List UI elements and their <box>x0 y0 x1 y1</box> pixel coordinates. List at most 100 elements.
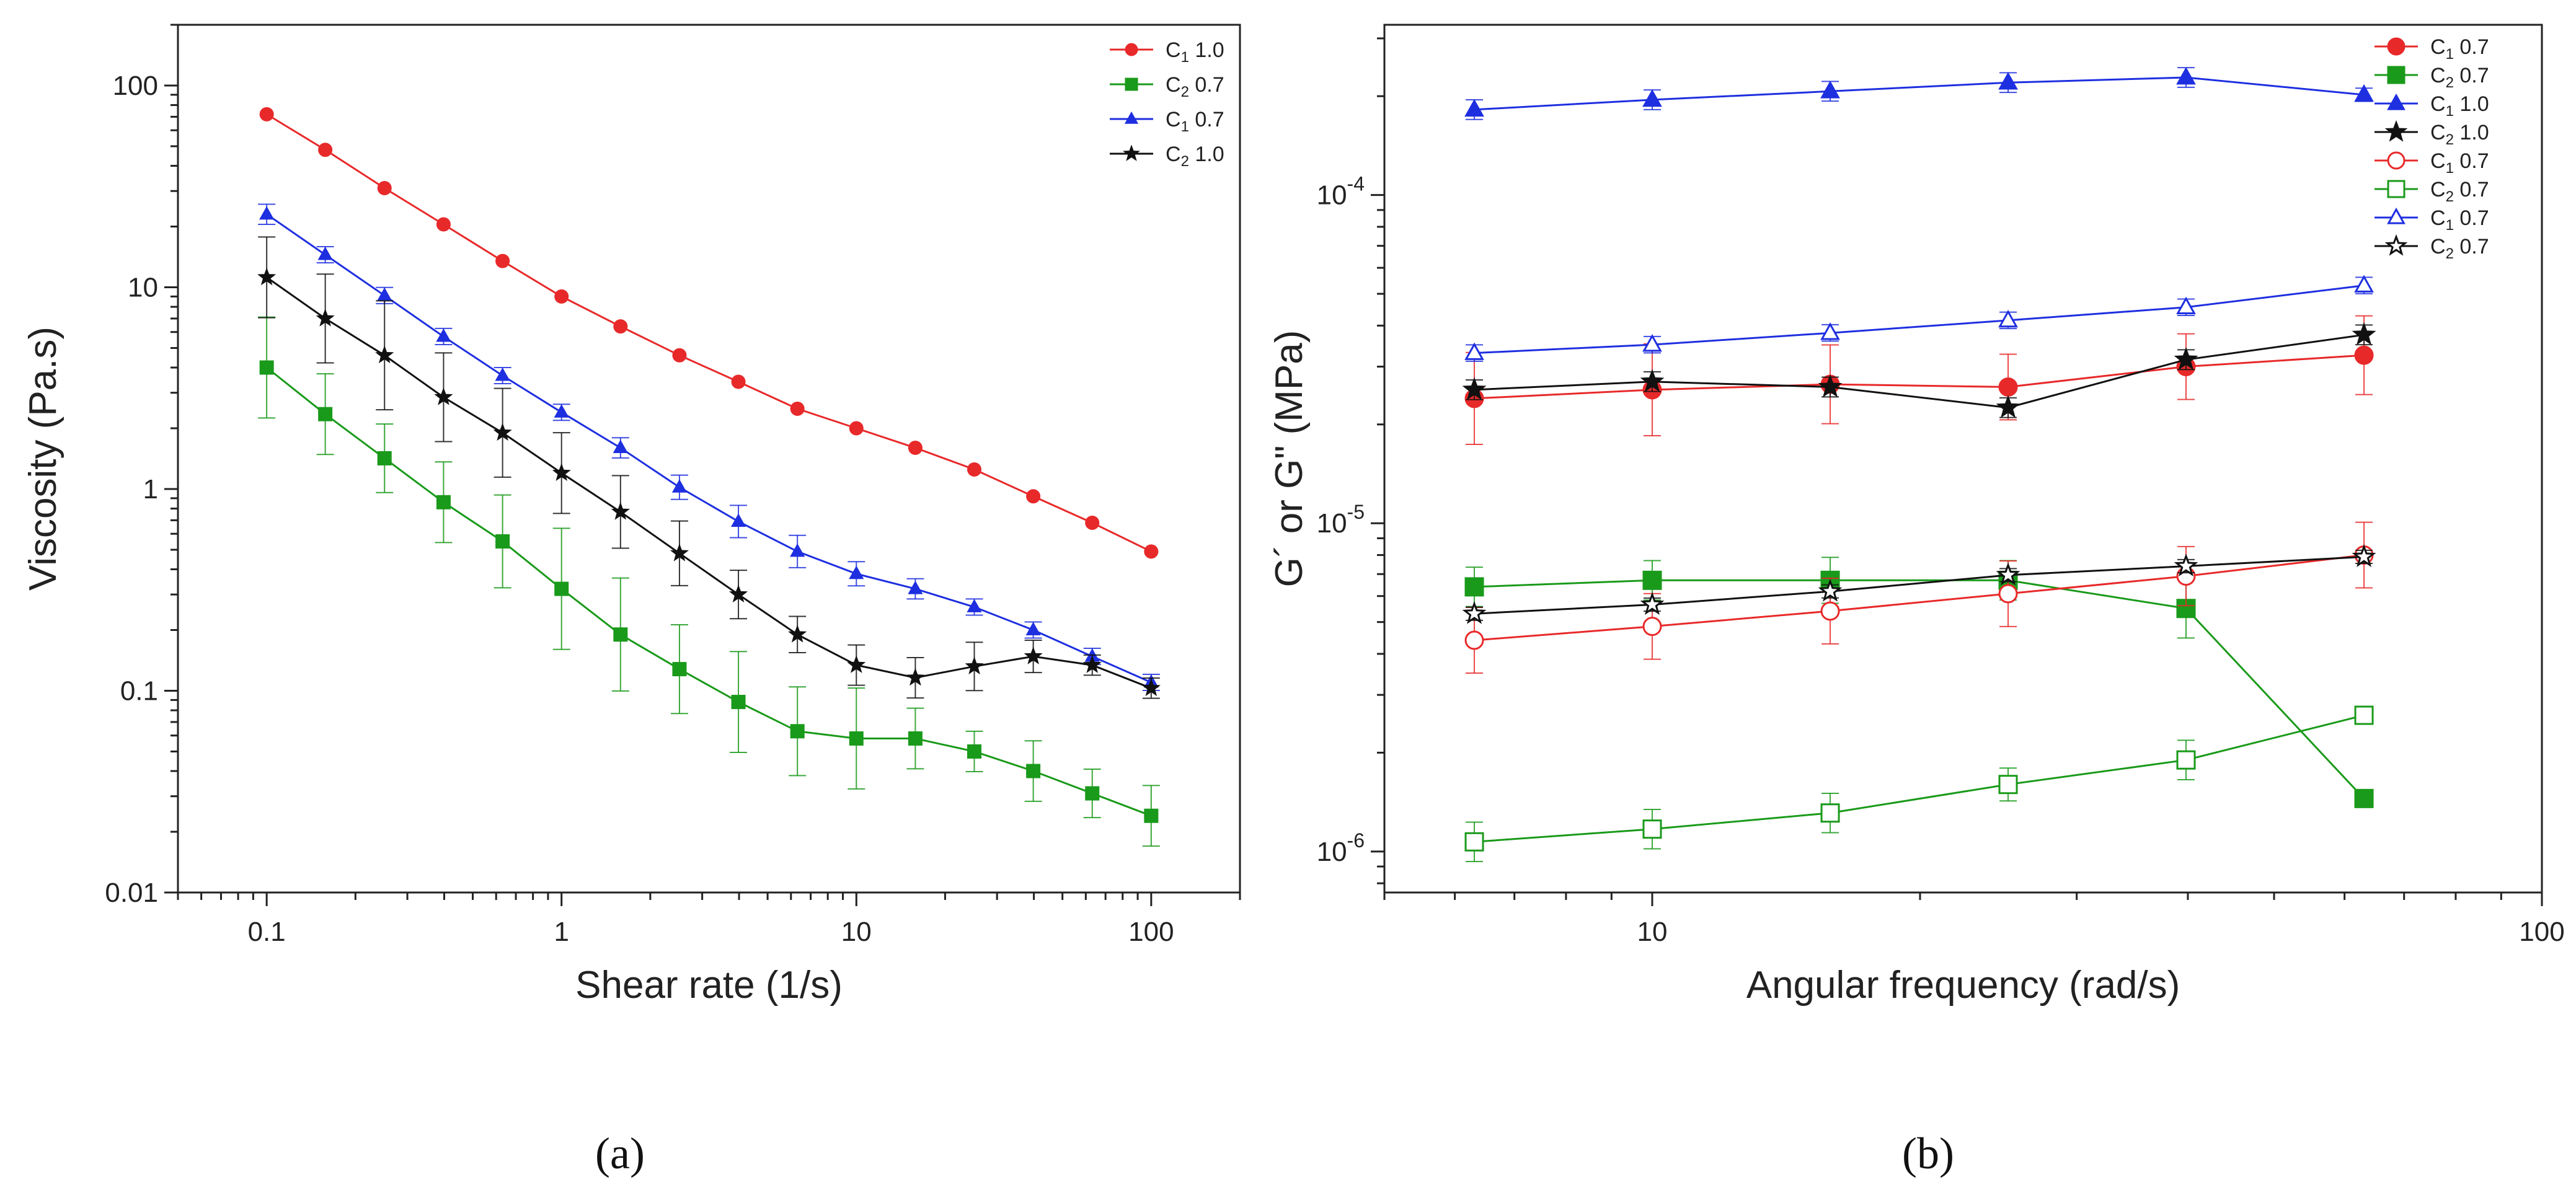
data-point <box>613 319 628 334</box>
data-point <box>672 662 687 677</box>
data-point <box>1141 678 1161 697</box>
y-tick-label: 1 <box>143 474 158 505</box>
series-6 <box>1464 705 2374 863</box>
series-3 <box>258 203 1160 692</box>
data-point <box>1998 584 2018 604</box>
series-line <box>1474 555 2365 615</box>
series-4 <box>257 236 1161 699</box>
data-point <box>849 421 864 436</box>
data-point <box>1464 342 1484 360</box>
data-point <box>790 724 805 739</box>
data-point <box>1464 630 1484 650</box>
legend-marker <box>2387 180 2406 198</box>
data-point <box>1085 786 1100 801</box>
x-tick-label: 100 <box>2519 917 2564 947</box>
data-point <box>436 217 451 232</box>
data-point <box>1642 819 1662 839</box>
series-7 <box>1464 275 2374 362</box>
data-point <box>1820 322 1840 340</box>
y-tick-exponent: -4 <box>1347 173 1365 195</box>
plot-frame <box>1383 24 2543 894</box>
data-point <box>2354 345 2374 365</box>
data-point <box>728 584 748 603</box>
data-point <box>436 495 451 509</box>
data-point <box>849 565 864 580</box>
data-point <box>671 479 688 493</box>
data-point <box>2352 544 2376 567</box>
legend-marker <box>2387 93 2406 110</box>
data-point <box>1820 803 1840 823</box>
x-tick-label: 1 <box>554 917 569 947</box>
y-tick-base: 10 <box>1317 180 1347 211</box>
x-axis-label: Shear rate (1/s) <box>575 964 843 1007</box>
data-point <box>1818 578 1843 602</box>
data-point <box>2354 788 2374 808</box>
series-line <box>266 366 1152 817</box>
data-point <box>1818 374 1843 397</box>
data-point <box>1642 334 1662 352</box>
data-point <box>790 401 805 416</box>
legend-label: C2 0.7 <box>2430 178 2489 205</box>
y-tick-base: 10 <box>1317 837 1347 867</box>
series-line <box>266 113 1152 553</box>
legend-marker <box>1125 77 1138 91</box>
data-point <box>790 543 805 557</box>
data-point <box>672 348 687 363</box>
data-point <box>908 731 923 746</box>
data-point <box>1998 309 2018 328</box>
data-point <box>731 695 746 710</box>
data-point <box>670 544 689 562</box>
data-point <box>1640 592 1665 615</box>
data-point <box>1462 601 1487 624</box>
series-1 <box>259 107 1159 559</box>
data-point <box>1464 99 1484 117</box>
data-point <box>1026 764 1041 778</box>
y-tick-base: 10 <box>1317 508 1347 539</box>
data-point <box>554 581 569 596</box>
data-point <box>1464 577 1484 597</box>
data-point <box>849 731 864 746</box>
data-point <box>493 423 512 441</box>
series-1 <box>1464 315 2374 446</box>
x-tick-label: 0.1 <box>248 917 286 947</box>
x-tick-label: 10 <box>1637 917 1668 947</box>
data-point <box>495 253 510 268</box>
data-point <box>730 513 746 527</box>
y-tick-exponent: -5 <box>1347 501 1365 523</box>
data-point <box>317 246 333 260</box>
series-line <box>1474 554 2365 641</box>
data-point <box>967 462 982 477</box>
legend-label: C2 0.7 <box>1166 73 1224 100</box>
panel-caption: (b) <box>1902 1129 1954 1178</box>
series-line <box>1474 714 2365 843</box>
data-point <box>1998 72 2018 90</box>
data-point <box>2176 296 2196 315</box>
y-tick-label: 0.01 <box>105 878 158 908</box>
data-point <box>908 580 923 594</box>
data-point <box>613 439 628 454</box>
data-point <box>1026 489 1041 504</box>
data-point <box>847 655 866 673</box>
data-point <box>377 287 392 301</box>
data-point <box>257 267 277 286</box>
data-point <box>2352 322 2376 345</box>
data-point <box>552 463 571 482</box>
legend-marker <box>2384 234 2408 256</box>
data-point <box>259 360 274 375</box>
data-point <box>1996 395 2021 418</box>
y-tick-exponent: -6 <box>1347 829 1365 852</box>
y-tick-label: 10-5 <box>1317 501 1365 539</box>
data-point <box>908 441 923 456</box>
data-point <box>2354 705 2374 725</box>
data-point <box>613 627 628 642</box>
data-point <box>2176 66 2196 85</box>
series-line <box>266 276 1152 689</box>
data-point <box>495 534 510 549</box>
data-point <box>1024 646 1043 664</box>
series-line <box>1474 284 2365 355</box>
legend-marker <box>2387 151 2406 170</box>
data-point <box>731 374 746 389</box>
data-point <box>318 143 333 157</box>
